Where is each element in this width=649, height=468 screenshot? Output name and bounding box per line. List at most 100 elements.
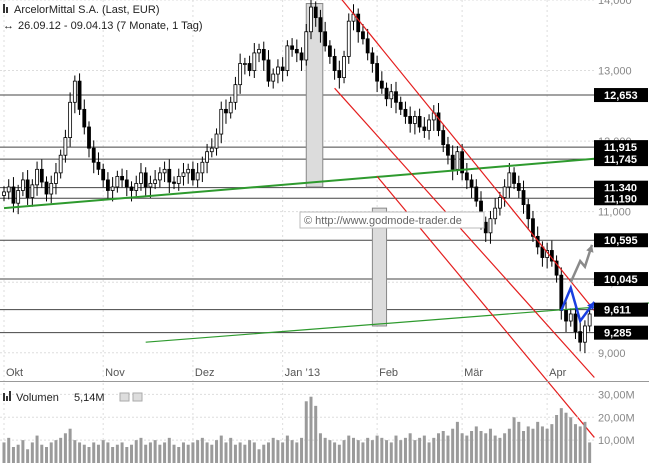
volume-bar <box>205 442 209 463</box>
volume-settings-icon[interactable] <box>119 392 130 402</box>
candle-body <box>11 186 16 204</box>
volume-bar <box>309 396 313 463</box>
volume-bar <box>281 442 285 463</box>
candle-body <box>72 80 77 103</box>
volume-bar <box>403 437 407 463</box>
volume-bar <box>96 444 100 463</box>
candle-body <box>276 66 280 75</box>
volume-bar <box>356 440 360 463</box>
candle-body <box>488 218 493 234</box>
volume-tick-label: 30,00M <box>598 389 635 401</box>
volume-bar <box>559 408 563 463</box>
candle-body <box>16 190 21 204</box>
volume-bar <box>163 442 167 463</box>
volume-bar <box>229 437 233 463</box>
volume-bar <box>413 440 417 463</box>
candle-body <box>242 63 247 65</box>
volume-bar <box>196 440 200 463</box>
candle-body <box>342 56 346 79</box>
chart-subtitle: 26.09.12 - 09.04.13 (7 Monate, 1 Tag) <box>18 20 202 32</box>
candle-body <box>261 48 266 61</box>
volume-bar <box>158 444 162 463</box>
level-labels: 12,65311,91511,74511,34011,19010,59510,0… <box>594 88 648 340</box>
volume-bar <box>35 435 39 463</box>
candle-body <box>120 175 124 181</box>
volume-bar <box>106 442 110 463</box>
volume-bar <box>470 431 474 463</box>
candle-body <box>512 172 516 184</box>
candle-body <box>375 63 380 82</box>
volume-icon-bar-2 <box>9 391 11 401</box>
candle-body <box>82 108 87 128</box>
volume-bar <box>427 442 431 463</box>
x-tick-label: Nov <box>105 367 125 379</box>
candle-body <box>294 48 299 54</box>
volume-bar <box>328 440 332 463</box>
volume-bar <box>191 442 195 463</box>
candle-body <box>313 6 318 19</box>
volume-bar <box>451 428 455 463</box>
level-label-text: 11,190 <box>604 193 637 205</box>
candle-body <box>516 183 521 191</box>
chart-title: ArcelorMittal S.A. (Last, EUR) <box>14 4 159 16</box>
volume-bar <box>323 437 327 463</box>
level-label-text: 12,653 <box>604 90 638 102</box>
volume-bar <box>101 440 105 463</box>
candle-body <box>167 168 172 183</box>
volume-bar <box>503 433 507 463</box>
volume-bar <box>59 437 63 463</box>
volume-bar <box>380 437 384 463</box>
volume-bar <box>130 444 134 463</box>
volume-bar <box>422 435 426 463</box>
volume-icon <box>3 393 5 401</box>
volume-bar <box>342 440 346 463</box>
candle-body <box>446 144 450 156</box>
level-label: 10,595 <box>594 233 648 248</box>
candle-body <box>271 73 276 82</box>
volume-close-icon[interactable] <box>132 392 143 402</box>
volume-bar <box>40 444 44 463</box>
grey-highlight-box <box>371 207 388 327</box>
volume-bar <box>115 444 119 463</box>
candle-body <box>228 101 233 114</box>
candle-body <box>162 168 167 174</box>
volume-bar <box>262 444 266 463</box>
volume-bar <box>300 437 304 463</box>
y-tick-label: 9,000 <box>598 348 626 360</box>
volume-bar <box>569 417 573 463</box>
level-label-bg <box>594 325 648 340</box>
chart-icon <box>3 4 5 13</box>
volume-bar <box>540 426 544 463</box>
volume-bar <box>394 435 398 463</box>
volume-bar <box>153 440 157 463</box>
candle-body <box>49 183 54 195</box>
volume-bar <box>418 437 422 463</box>
volume-bar <box>564 412 568 463</box>
date-range-icon: ↔ <box>3 20 14 32</box>
volume-bar <box>68 428 72 463</box>
level-label-text: 11,915 <box>604 142 637 154</box>
candle-body <box>323 31 328 47</box>
volume-bar <box>408 433 412 463</box>
candle-body <box>441 130 446 146</box>
candle-body <box>394 91 398 103</box>
candle-body <box>238 63 243 86</box>
volume-bar <box>375 435 379 463</box>
candle-body <box>25 179 30 198</box>
volume-bar <box>460 433 464 463</box>
volume-bar <box>573 424 577 463</box>
candle-body <box>134 183 139 191</box>
volume-bar <box>2 442 6 463</box>
volume-bar <box>578 426 582 463</box>
candle-body <box>398 101 403 110</box>
candle-body <box>257 48 261 54</box>
volume-header: Volumen 5,14M <box>3 391 143 404</box>
level-label: 10,045 <box>594 272 648 287</box>
candle-body <box>143 172 148 188</box>
candle-body <box>153 179 158 184</box>
level-label-text: 9,285 <box>604 328 632 340</box>
volume-bar <box>200 437 204 463</box>
volume-bar <box>531 428 535 463</box>
candle-body <box>568 313 573 322</box>
candle-body <box>346 20 351 57</box>
